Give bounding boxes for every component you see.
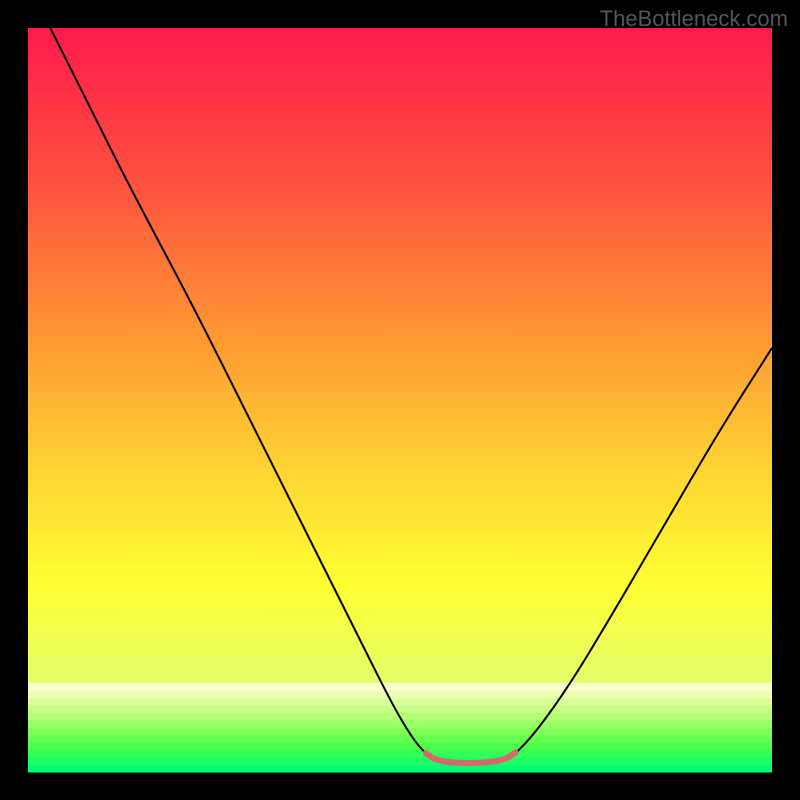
bottom-stripe xyxy=(28,757,772,765)
bottom-stripe xyxy=(28,705,772,713)
bottom-stripe xyxy=(28,735,772,743)
bottom-stripe xyxy=(28,683,772,691)
curve-bottom-dot xyxy=(512,749,518,755)
curve-bottom-dot xyxy=(423,750,429,756)
bottom-stripe xyxy=(28,765,772,773)
bottleneck-curve-chart xyxy=(0,0,800,800)
bottom-stripe xyxy=(28,690,772,698)
bottom-stripe xyxy=(28,742,772,750)
bottom-stripe xyxy=(28,750,772,758)
bottom-stripe xyxy=(28,698,772,706)
chart-stage: TheBottleneck.com xyxy=(0,0,800,800)
bottom-stripe xyxy=(28,720,772,728)
bottom-stripe xyxy=(28,727,772,735)
watermark-label: TheBottleneck.com xyxy=(600,6,788,32)
plot-gradient xyxy=(28,28,772,772)
